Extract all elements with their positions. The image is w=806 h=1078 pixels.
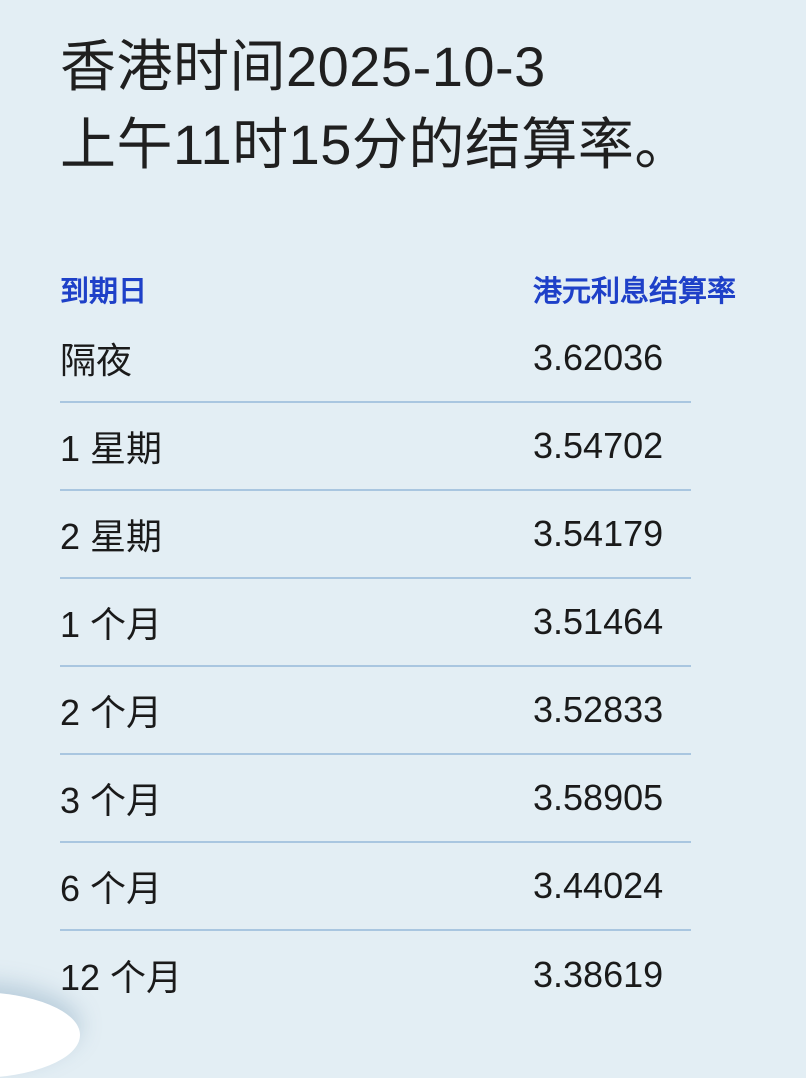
- table-row: 1 个月 3.51464: [60, 579, 691, 667]
- rate-value: 3.54179: [533, 513, 664, 554]
- settlement-rate-table: 到期日 港元利息结算率 隔夜 3.62036 1 星期 3.54702 2 星期…: [60, 268, 736, 1019]
- maturity-label: 2 个月: [60, 692, 163, 733]
- table-row: 2 星期 3.54179: [60, 491, 691, 579]
- maturity-label: 6 个月: [60, 868, 163, 909]
- table-row: 2 个月 3.52833: [60, 667, 691, 755]
- rate-value: 3.54702: [533, 425, 664, 466]
- rate-value: 3.52833: [533, 689, 664, 730]
- column-header-rate: 港元利息结算率: [533, 276, 737, 308]
- table-row: 3 个月 3.58905: [60, 755, 691, 843]
- page-title: 香港时间2025-10-3 上午11时15分的结算率。: [60, 28, 760, 184]
- maturity-label: 2 星期: [60, 516, 163, 557]
- rate-value: 3.44024: [533, 865, 664, 906]
- maturity-label: 隔夜: [60, 340, 133, 381]
- table-row: 12 个月 3.38619: [60, 931, 691, 1019]
- column-header-maturity: 到期日: [60, 276, 148, 308]
- rate-value: 3.58905: [533, 777, 664, 818]
- table-row: 6 个月 3.44024: [60, 843, 691, 931]
- rate-value: 3.51464: [533, 601, 664, 642]
- page-title-line1: 香港时间2025-10-3: [60, 35, 546, 98]
- maturity-label: 1 个月: [60, 604, 163, 645]
- maturity-label: 3 个月: [60, 780, 163, 821]
- rate-value: 3.38619: [533, 954, 664, 995]
- table-header-row: 到期日 港元利息结算率: [60, 268, 736, 315]
- page-title-line2: 上午11时15分的结算率。: [60, 113, 691, 176]
- table-row: 隔夜 3.62036: [60, 315, 691, 403]
- rate-value: 3.62036: [533, 337, 664, 378]
- maturity-label: 12 个月: [60, 957, 183, 998]
- maturity-label: 1 星期: [60, 428, 163, 469]
- table-row: 1 星期 3.54702: [60, 403, 691, 491]
